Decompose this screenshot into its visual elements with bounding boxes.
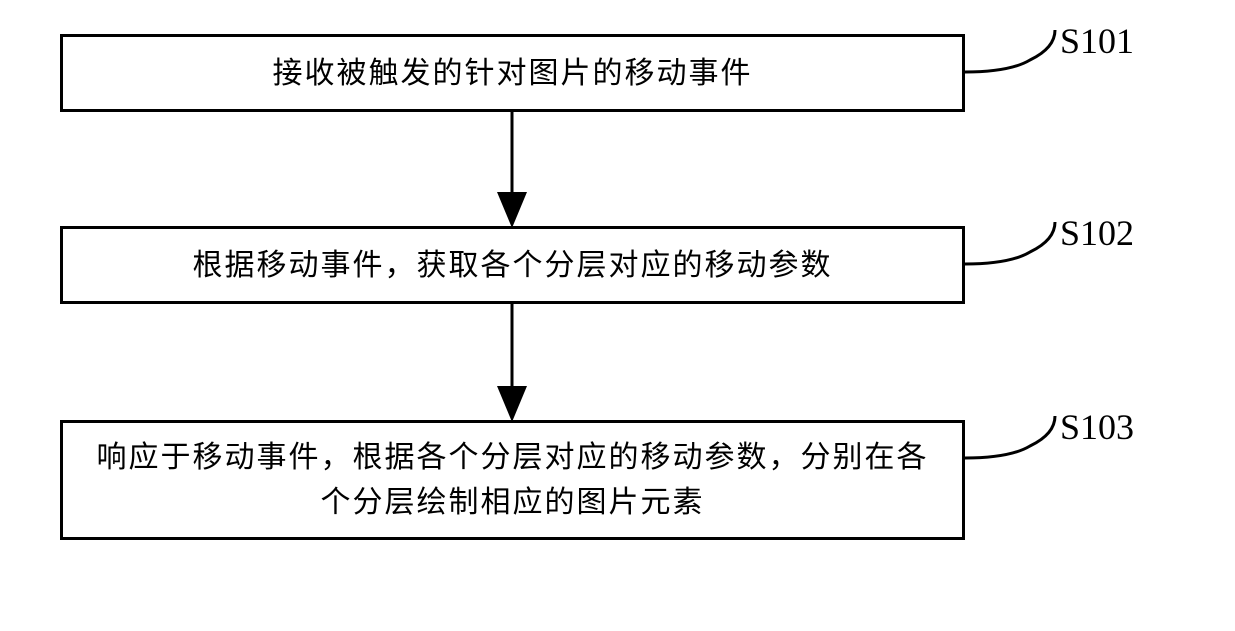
flow-box-s102: 根据移动事件，获取各个分层对应的移动参数 <box>60 226 965 304</box>
connector-s103 <box>965 416 1055 458</box>
flow-label-s102: S102 <box>1060 212 1134 254</box>
flow-box-s102-text: 根据移动事件，获取各个分层对应的移动参数 <box>193 243 833 288</box>
flow-label-s101: S101 <box>1060 20 1134 62</box>
connector-s102 <box>965 222 1055 264</box>
flow-box-s101: 接收被触发的针对图片的移动事件 <box>60 34 965 112</box>
flow-box-s103-text: 响应于移动事件，根据各个分层对应的移动参数，分别在各个分层绘制相应的图片元素 <box>83 435 942 525</box>
flow-box-s103: 响应于移动事件，根据各个分层对应的移动参数，分别在各个分层绘制相应的图片元素 <box>60 420 965 540</box>
connector-s101 <box>965 30 1055 72</box>
flowchart-canvas: 接收被触发的针对图片的移动事件 S101 根据移动事件，获取各个分层对应的移动参… <box>0 0 1235 631</box>
flow-label-s103: S103 <box>1060 406 1134 448</box>
flow-box-s101-text: 接收被触发的针对图片的移动事件 <box>273 51 753 96</box>
